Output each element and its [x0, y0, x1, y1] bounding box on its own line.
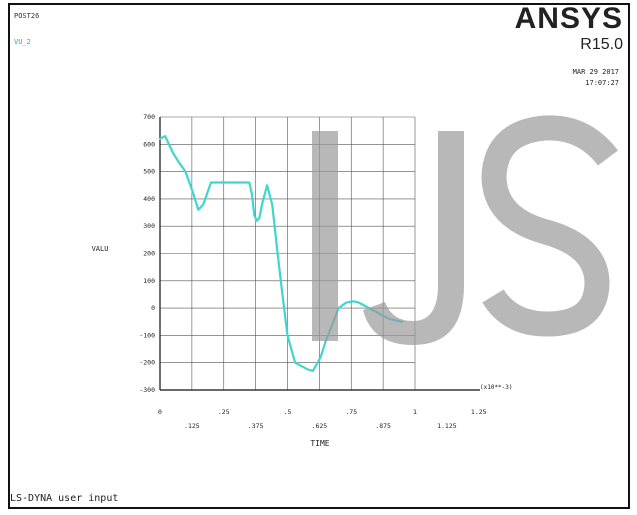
x-tick-label: .125 — [184, 422, 200, 430]
y-tick-label: -200 — [139, 359, 155, 367]
x-tick-label: .875 — [375, 422, 391, 430]
y-tick-label: 700 — [143, 113, 155, 121]
x-axis-multiplier-label: (x10**-3) — [480, 384, 513, 391]
y-tick-label: 100 — [143, 277, 155, 285]
x-tick-label: 0 — [158, 408, 162, 416]
x-tick-label: 1 — [413, 408, 417, 416]
post-processor-label: POST26 — [14, 12, 40, 20]
x-tick-label: .5 — [284, 408, 292, 416]
brand-logo-text: ANSYS — [514, 2, 623, 35]
release-version: R15.0 — [580, 36, 623, 53]
x-axis-label: TIME — [310, 439, 329, 448]
y-tick-label: -100 — [139, 331, 155, 339]
y-tick-label: 200 — [143, 250, 155, 258]
x-tick-label: .375 — [248, 422, 264, 430]
y-axis-label: VALU — [92, 245, 109, 253]
plot-time: 17:07:27 — [585, 79, 619, 87]
y-tick-label: 600 — [143, 140, 155, 148]
variable-label: VU_2 — [14, 38, 31, 46]
y-tick-label: 500 — [143, 168, 155, 176]
y-tick-label: 0 — [151, 304, 155, 312]
footer-caption: LS-DYNA user input — [10, 493, 119, 504]
data-series-line — [158, 135, 404, 372]
x-tick-label: 1.25 — [471, 408, 487, 416]
x-tick-label: .625 — [312, 422, 328, 430]
x-tick-label: .75 — [345, 408, 357, 416]
x-tick-label: 1.125 — [437, 422, 457, 430]
y-tick-label: -300 — [139, 386, 155, 394]
x-tick-label: .25 — [218, 408, 230, 416]
plot-date: MAR 29 2017 — [572, 68, 619, 76]
y-tick-label: 400 — [143, 195, 155, 203]
y-tick-label: 300 — [143, 222, 155, 230]
